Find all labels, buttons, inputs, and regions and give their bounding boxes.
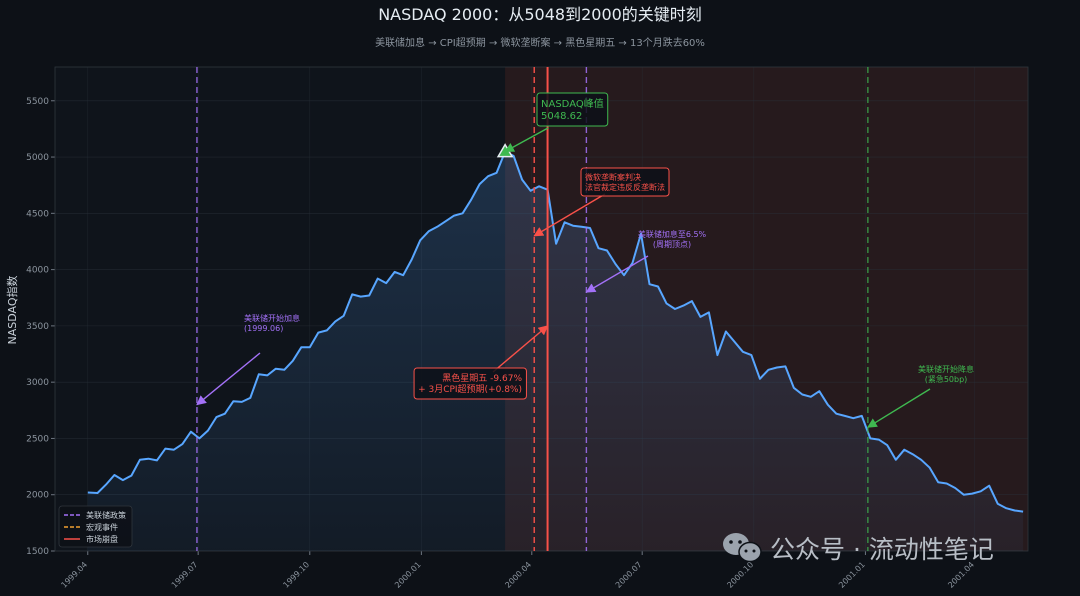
chart-subtitle: 美联储加息 → CPI超预期 → 微软垄断案 → 黑色星期五 → 13个月跌去6… <box>375 36 705 49</box>
x-tick-label: 2000.01 <box>393 560 423 590</box>
annotation-box <box>413 367 527 400</box>
annotation-label: 5048.62 <box>541 111 582 122</box>
annotation-label: 微软垄断案判决 <box>585 172 641 182</box>
watermark-text: 公众号 · 流动性笔记 <box>770 535 994 564</box>
plot-area: 1500 2000 2500 3000 3500 4000 4500 5000 5500 1999… <box>26 66 1029 590</box>
x-tick-label: 2000.07 <box>614 560 644 590</box>
annotation-label: (周期顶点) <box>653 240 691 249</box>
annotation-cut: 美联储开始降息(紧急50bp) <box>867 364 974 428</box>
annotation-black-friday: 黑色星期五 -9.67%+ 3月CPI超预期(+0.8%) <box>413 325 549 400</box>
annotation-arrow <box>533 193 606 237</box>
annotation-label: (1999.06) <box>244 324 283 333</box>
annotation-arrow <box>504 127 549 153</box>
x-tick-label: 1999.07 <box>170 560 200 590</box>
y-tick-label: 4000 <box>26 266 49 276</box>
legend-entry: 宏观事件 <box>86 522 118 532</box>
annotation-box <box>536 92 609 127</box>
annotation-box <box>580 167 670 197</box>
annotation-arrow <box>867 388 931 428</box>
annotation-label: (紧急50bp) <box>925 374 968 384</box>
y-tick-label: 2500 <box>26 434 49 444</box>
annotation-label: 法官裁定违反反垄断法 <box>585 182 665 192</box>
series-area <box>87 151 1024 551</box>
y-axis-label: NASDAQ指数 <box>5 275 19 344</box>
y-tick-label: 1500 <box>26 547 49 557</box>
annotation-label: 美联储开始降息 <box>918 364 974 374</box>
x-tick-label: 2001.01 <box>837 560 867 590</box>
y-tick-label: 4500 <box>26 209 49 219</box>
x-tick-label: 2001.04 <box>946 560 976 590</box>
annotation-fed-start: 美联储开始加息(1999.06) <box>196 313 300 406</box>
annotation-label: 黑色星期五 -9.67% <box>442 372 522 384</box>
x-tick-label: 1999.10 <box>281 560 311 590</box>
annotation-label: + 3月CPI超预期(+0.8%) <box>418 383 522 395</box>
annotation-arrow <box>492 325 549 373</box>
x-tick-label: 2000.04 <box>503 560 533 590</box>
y-tick-label: 3500 <box>26 322 49 332</box>
annotation-label: 美联储开始加息 <box>244 313 300 323</box>
y-tick-label: 5500 <box>26 97 49 107</box>
legend-entry: 美联储政策 <box>86 510 126 520</box>
x-tick-label: 1999.04 <box>59 560 89 590</box>
watermark: 公众号 · 流动性笔记 <box>723 533 994 564</box>
wechat-icon <box>723 533 762 563</box>
y-tick-label: 5000 <box>26 153 49 163</box>
legend-box <box>58 505 133 548</box>
y-tick-label: 2000 <box>26 491 49 501</box>
annotation-arrow <box>196 352 261 406</box>
annotation-label: 美联储加息至6.5% <box>638 229 707 239</box>
x-tick-label: 2000.10 <box>725 560 755 590</box>
legend-entry: 市场崩盘 <box>86 534 118 544</box>
y-tick-label: 3000 <box>26 378 49 388</box>
chart-title: NASDAQ 2000：从5048到2000的关键时刻 <box>378 5 702 24</box>
annotation-arrow <box>585 255 649 293</box>
annotation-fed-top: 美联储加息至6.5%(周期顶点) <box>585 229 707 293</box>
annotation-label: NASDAQ峰值 <box>541 97 604 110</box>
